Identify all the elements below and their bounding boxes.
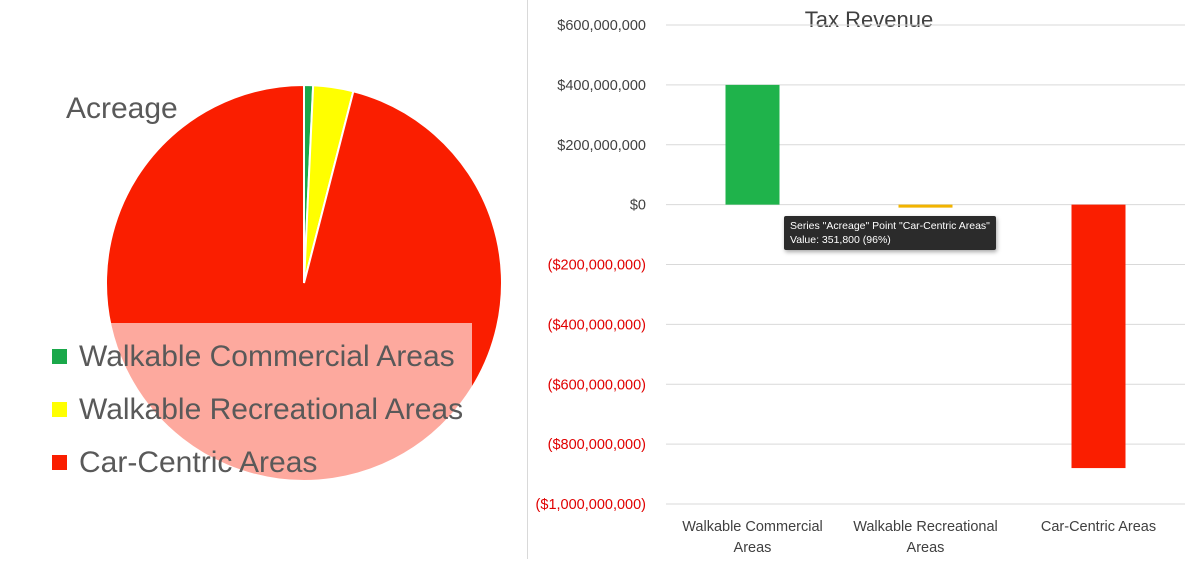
- legend-label-recreational: Walkable Recreational Areas: [79, 392, 464, 426]
- y-tick-label: $600,000,000: [557, 18, 646, 34]
- y-tick-label: $400,000,000: [557, 78, 646, 94]
- x-tick-label: Areas: [734, 540, 772, 556]
- x-tick-label: Car-Centric Areas: [1041, 519, 1156, 535]
- pie-svg: [105, 83, 503, 483]
- y-tick-label: $200,000,000: [557, 138, 646, 154]
- bar-walkable-commercial-areas[interactable]: [725, 84, 780, 205]
- y-tick-label: $0: [630, 198, 646, 214]
- acreage-pie-chart: Acreage Walkable Commercial Areas Walkab…: [0, 0, 527, 559]
- pie-chart-title: Acreage: [66, 92, 178, 125]
- x-tick-label: Areas: [907, 540, 945, 556]
- legend-label-commercial: Walkable Commercial Areas: [79, 339, 455, 373]
- legend-label-car-centric: Car-Centric Areas: [79, 445, 318, 479]
- bar-chart-title: Tax Revenue: [805, 7, 933, 32]
- bar-car-centric-areas[interactable]: [1071, 204, 1126, 469]
- legend-item-commercial[interactable]: Walkable Commercial Areas: [52, 330, 463, 383]
- panel-divider: [527, 0, 528, 559]
- y-tick-label: ($200,000,000): [548, 258, 646, 274]
- legend-item-car-centric[interactable]: Car-Centric Areas: [52, 436, 463, 489]
- bar-svg: Tax Revenue $600,000,000 $400,000,000 $200,…: [536, 7, 1185, 556]
- legend-swatch-recreational: [52, 402, 67, 417]
- legend-item-recreational[interactable]: Walkable Recreational Areas: [52, 383, 463, 436]
- x-tick-label: Walkable Commercial: [682, 519, 822, 535]
- chart-tooltip: Series "Acreage" Point "Car-Centric Area…: [784, 216, 996, 250]
- y-tick-label: ($800,000,000): [548, 437, 646, 453]
- legend-swatch-commercial: [52, 349, 67, 364]
- y-tick-label: ($1,000,000,000): [536, 497, 646, 513]
- pie-legend: Walkable Commercial Areas Walkable Recre…: [52, 330, 463, 489]
- tooltip-line-1: Series "Acreage" Point "Car-Centric Area…: [790, 220, 990, 232]
- y-tick-label: ($400,000,000): [548, 317, 646, 333]
- tax-revenue-bar-chart: Tax Revenue $600,000,000 $400,000,000 $200,…: [528, 0, 1201, 559]
- y-tick-label: ($600,000,000): [548, 377, 646, 393]
- x-tick-label: Walkable Recreational: [853, 519, 998, 535]
- legend-swatch-car-centric: [52, 455, 67, 470]
- tooltip-line-2: Value: 351,800 (96%): [790, 234, 891, 246]
- legend-highlight-overlay: [110, 323, 472, 483]
- bar-walkable-recreational-areas[interactable]: [898, 204, 953, 208]
